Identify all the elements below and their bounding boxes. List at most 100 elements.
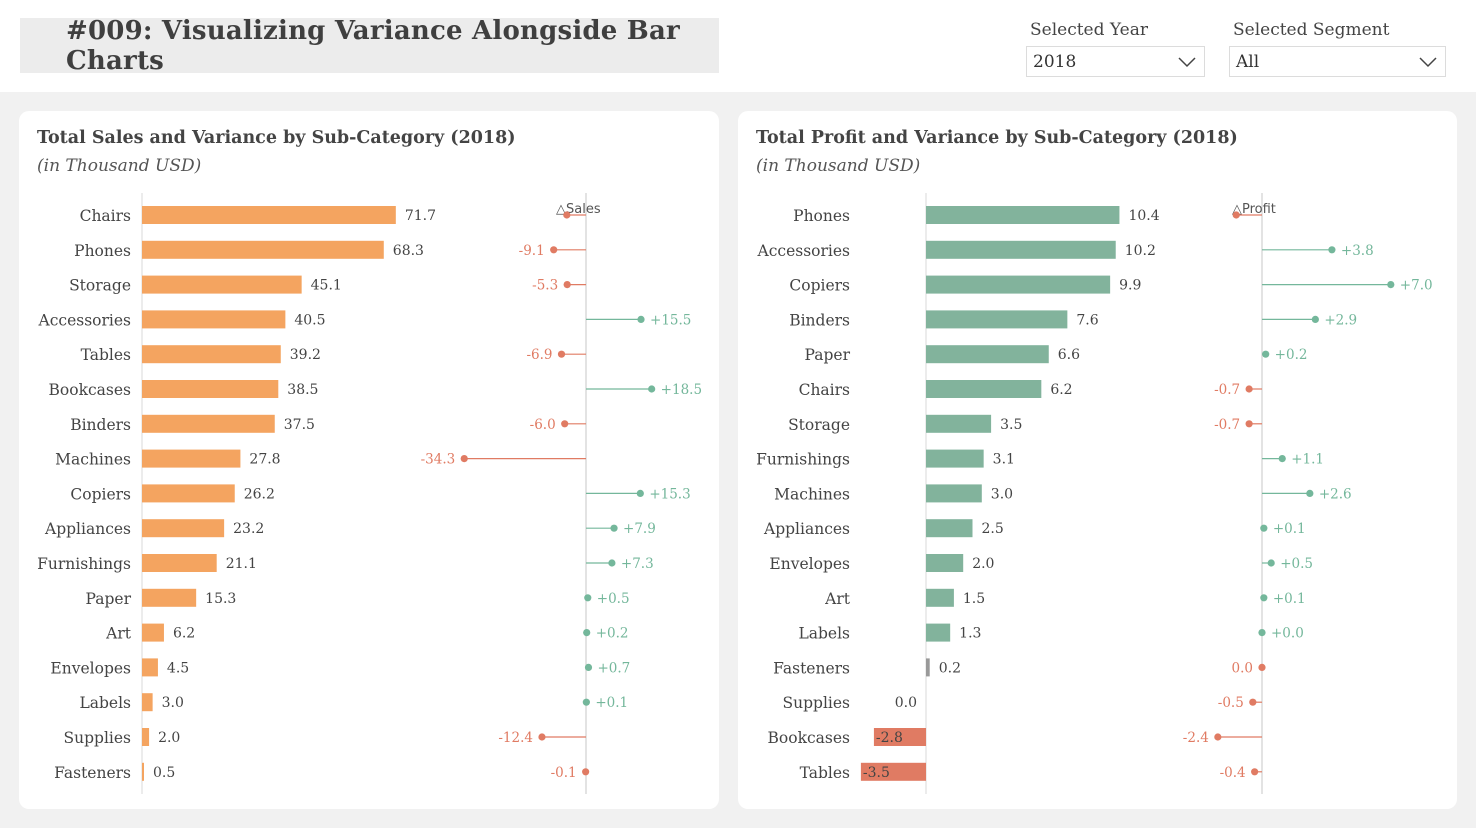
variance-dot bbox=[550, 246, 558, 254]
variance-dot bbox=[1260, 524, 1268, 532]
bar-value-label: 6.2 bbox=[173, 626, 195, 642]
variance-dot bbox=[1311, 315, 1319, 323]
bar bbox=[926, 206, 1120, 224]
variance-dot bbox=[648, 385, 656, 393]
bar bbox=[142, 588, 197, 607]
category-label: Paper bbox=[86, 590, 132, 608]
bar-value-label: 26.2 bbox=[244, 486, 275, 502]
profit-chart-title: Total Profit and Variance by Sub-Categor… bbox=[756, 128, 1238, 148]
variance-value-label: +2.9 bbox=[1324, 312, 1357, 328]
bar-value-label: 0.5 bbox=[153, 765, 175, 781]
sales-chart-subtitle: (in Thousand USD) bbox=[37, 156, 202, 176]
category-label: Art bbox=[105, 625, 132, 643]
variance-value-label: +0.5 bbox=[597, 591, 630, 607]
bar bbox=[142, 414, 275, 433]
variance-dot bbox=[610, 524, 618, 532]
bar bbox=[142, 693, 153, 712]
bar-value-label: 45.1 bbox=[311, 278, 342, 294]
bar bbox=[142, 380, 279, 398]
bar bbox=[926, 484, 982, 503]
sales-panel: Total Sales and Variance by Sub-Category… bbox=[19, 111, 719, 809]
bar-value-label: 3.1 bbox=[993, 452, 1015, 468]
variance-value-label: +0.1 bbox=[595, 695, 628, 711]
variance-value-label: +3.8 bbox=[1341, 243, 1374, 259]
variance-dot bbox=[1387, 281, 1395, 289]
segment-dropdown[interactable]: All bbox=[1229, 46, 1446, 77]
bar bbox=[926, 449, 984, 468]
bar bbox=[142, 275, 302, 294]
bar bbox=[142, 310, 286, 329]
category-label: Furnishings bbox=[756, 451, 850, 469]
bar-value-label: 7.6 bbox=[1076, 312, 1098, 328]
variance-dot bbox=[1249, 698, 1257, 706]
variance-dot bbox=[557, 350, 566, 358]
year-dropdown[interactable]: 2018 bbox=[1026, 46, 1205, 77]
bar-value-label: 3.5 bbox=[1000, 417, 1022, 433]
category-label: Fasteners bbox=[54, 764, 131, 782]
bar bbox=[926, 414, 992, 433]
bar bbox=[873, 728, 926, 746]
variance-value-label: +7.9 bbox=[623, 521, 656, 537]
bar-value-label: 40.5 bbox=[294, 312, 325, 328]
category-label: Appliances bbox=[44, 520, 131, 538]
variance-dot bbox=[608, 559, 616, 567]
year-dropdown-value: 2018 bbox=[1033, 51, 1077, 72]
variance-value-label: +2.6 bbox=[1319, 486, 1352, 502]
variance-dot bbox=[563, 211, 571, 219]
category-label: Supplies bbox=[783, 694, 851, 712]
segment-dropdown-value: All bbox=[1236, 51, 1260, 72]
variance-value-label: -0.7 bbox=[1214, 417, 1240, 433]
category-label: Fasteners bbox=[773, 659, 850, 677]
variance-dot bbox=[1232, 211, 1240, 219]
variance-dot bbox=[636, 489, 644, 497]
variance-value-label: +0.7 bbox=[597, 660, 630, 676]
bar-value-label: 23.2 bbox=[233, 521, 264, 537]
bar bbox=[142, 519, 225, 538]
dashboard-title: #009: Visualizing Variance Alongside Bar… bbox=[66, 15, 680, 76]
bar bbox=[926, 658, 930, 677]
category-label: Tables bbox=[81, 346, 131, 364]
bar-value-label: 6.6 bbox=[1058, 347, 1080, 363]
category-label: Machines bbox=[55, 451, 131, 469]
bar-value-label: 10.4 bbox=[1128, 208, 1159, 224]
segment-slicer-label: Selected Segment bbox=[1233, 20, 1390, 40]
bar-value-label: 21.1 bbox=[226, 556, 257, 572]
bar bbox=[142, 240, 384, 259]
variance-dot bbox=[637, 315, 645, 323]
bar bbox=[142, 623, 164, 642]
bar-value-label: 38.5 bbox=[287, 382, 318, 398]
category-label: Binders bbox=[789, 311, 850, 329]
variance-value-label: -9.1 bbox=[519, 243, 545, 259]
category-label: Labels bbox=[79, 694, 131, 712]
variance-value-label: -0.5 bbox=[1218, 695, 1244, 711]
bar-value-label: 9.9 bbox=[1119, 278, 1141, 294]
bar-value-label: 71.7 bbox=[405, 208, 436, 224]
variance-value-label: +1.1 bbox=[1291, 452, 1324, 468]
bar bbox=[860, 762, 926, 781]
bar-value-label: -3.5 bbox=[863, 765, 890, 781]
bar-value-label: 6.2 bbox=[1050, 382, 1072, 398]
variance-dot bbox=[1251, 768, 1259, 776]
variance-dot bbox=[1267, 559, 1275, 567]
profit-chart-subtitle: (in Thousand USD) bbox=[756, 156, 921, 176]
chevron-down-icon bbox=[1178, 52, 1196, 71]
bar-value-label: 0.2 bbox=[939, 660, 961, 676]
category-label: Storage bbox=[69, 277, 131, 295]
bar bbox=[926, 588, 954, 607]
variance-value-label: +18.5 bbox=[661, 382, 702, 398]
category-label: Bookcases bbox=[768, 729, 850, 747]
variance-dot bbox=[1258, 663, 1266, 672]
category-label: Paper bbox=[805, 346, 851, 364]
profit-panel: Total Profit and Variance by Sub-Categor… bbox=[738, 111, 1457, 809]
variance-value-label: -0.4 bbox=[1220, 765, 1246, 781]
bar bbox=[926, 275, 1111, 294]
variance-value-label: +15.5 bbox=[650, 312, 691, 328]
bar-value-label: 2.5 bbox=[982, 521, 1004, 537]
bar-value-label: 3.0 bbox=[162, 695, 184, 711]
category-label: Supplies bbox=[64, 729, 132, 747]
variance-value-label: +0.2 bbox=[1275, 347, 1308, 363]
variance-value-label: -6.0 bbox=[530, 417, 556, 433]
variance-dot bbox=[1245, 420, 1253, 428]
category-label: Bookcases bbox=[49, 381, 131, 399]
bar-value-label: 4.5 bbox=[167, 660, 189, 676]
